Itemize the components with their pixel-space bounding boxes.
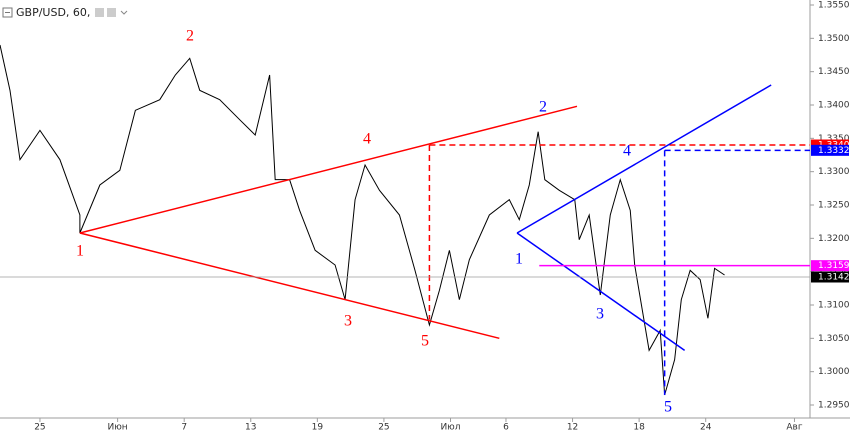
wave-label: 1 [515,251,523,268]
y-tick-label: 1.3050 [818,334,850,344]
x-tick-label: Июл [440,423,460,433]
x-tick-label: 24 [700,423,712,433]
wave-label: 4 [363,131,371,148]
chart-title: GBP/USD, 60, [16,6,90,19]
x-tick-label: 25 [34,423,45,433]
wave-label: 2 [539,99,547,116]
x-tick-label: 25 [378,423,389,433]
wave-label: 2 [186,28,194,45]
trend-line [79,232,500,340]
trend-line [516,84,772,234]
x-tick-label: Авг [786,423,802,433]
x-tick-label: 19 [312,423,324,433]
x-tick-label: 13 [245,423,256,433]
y-tick-label: 1.2950 [818,401,850,411]
price-line [0,44,725,396]
y-tick-label: 1.3400 [818,101,850,111]
y-tick-label: 1.3000 [818,367,850,377]
settings-icon[interactable] [95,8,104,17]
y-tick-label: 1.3300 [818,167,850,177]
price-label: 1.3159 [818,261,850,271]
wave-label: 4 [623,143,631,160]
x-tick-label: 12 [567,423,578,433]
x-tick-label: Июн [108,423,128,433]
trend-line [516,232,686,351]
y-tick-label: 1.3250 [818,201,850,211]
y-tick-label: 1.3550 [818,1,850,11]
y-tick-label: 1.3450 [818,67,850,77]
y-tick-label: 1.3100 [818,301,850,311]
price-label-box [811,260,849,272]
x-tick-label: 6 [503,423,509,433]
y-tick-label: 1.3200 [818,234,850,244]
wave-label: 5 [421,333,429,350]
x-tick-label: 7 [181,423,187,433]
y-tick-label: 1.3500 [818,34,850,44]
collapse-icon[interactable] [2,7,13,18]
trend-line [79,105,578,234]
x-tick-label: 18 [633,423,645,433]
wave-label: 1 [76,243,84,260]
wave-label: 3 [596,306,604,323]
price-label: 1.3332 [818,146,850,156]
close-icon[interactable] [107,8,116,17]
wave-label: 3 [344,313,352,330]
price-label: 1.3142 [818,273,850,283]
menu-arrow[interactable] [120,10,128,15]
wave-label: 5 [664,399,672,416]
price-label-box [811,144,849,156]
price-label-box [811,271,849,283]
y-tick-label: 1.3350 [818,134,850,144]
